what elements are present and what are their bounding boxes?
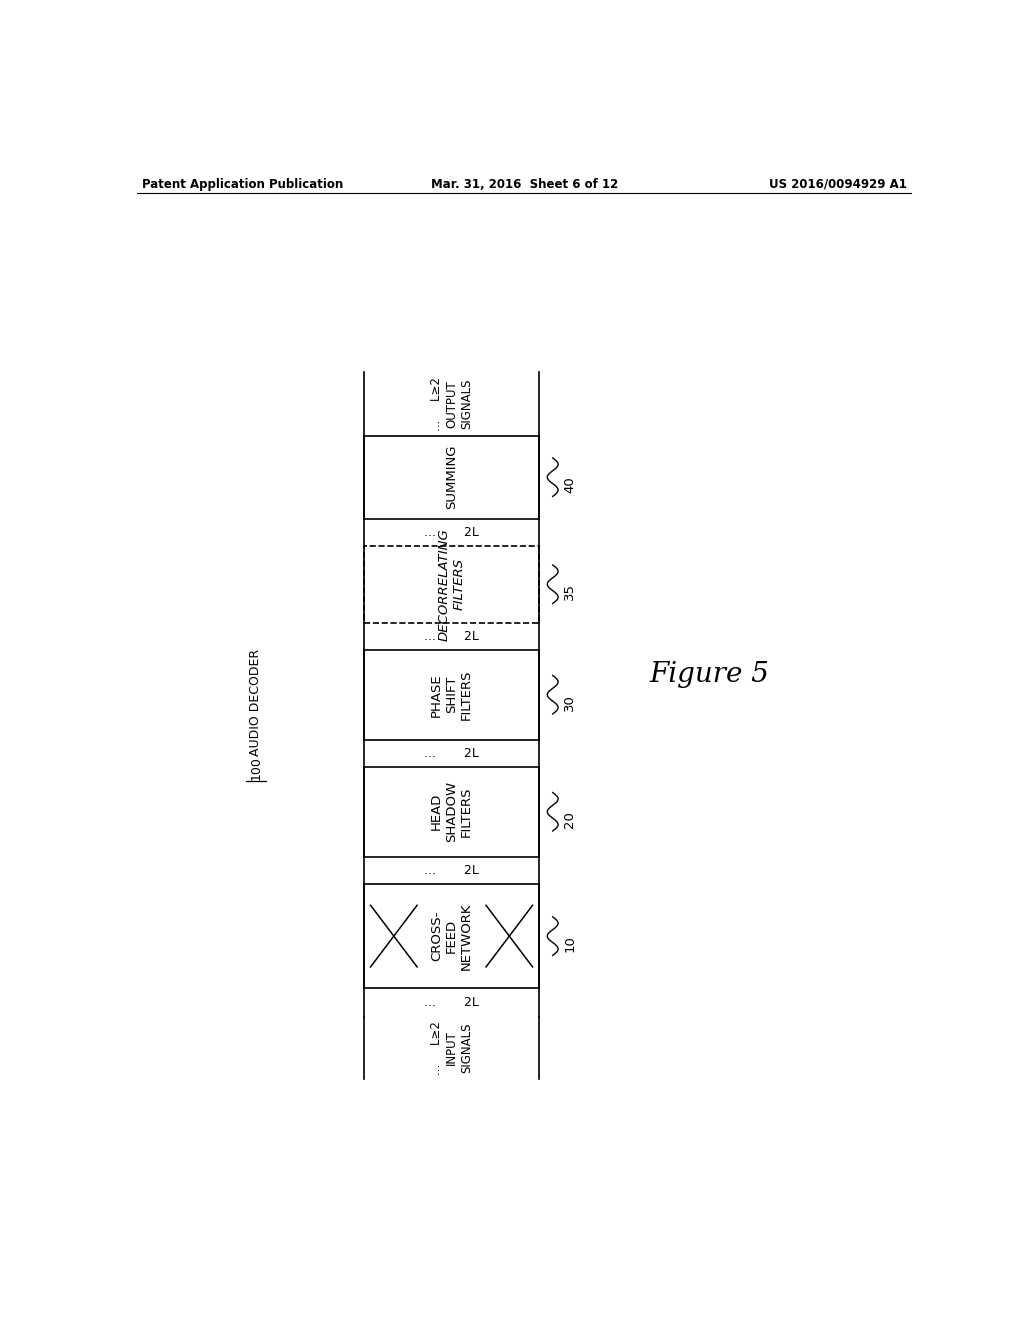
Text: ...       2L: ... 2L — [424, 525, 479, 539]
Bar — [365, 649, 539, 739]
Text: ...       2L: ... 2L — [424, 997, 479, 1010]
Text: 35: 35 — [563, 583, 577, 601]
Bar — [365, 884, 539, 989]
Text: CROSS-
FEED
NETWORK: CROSS- FEED NETWORK — [430, 903, 473, 970]
Text: 30: 30 — [563, 694, 577, 711]
Text: PHASE
SHIFT
FILTERS: PHASE SHIFT FILTERS — [430, 669, 473, 719]
Text: Figure 5: Figure 5 — [649, 661, 769, 688]
Text: ...       2L: ... 2L — [424, 747, 479, 760]
Text: DECORRELATING
FILTERS: DECORRELATING FILTERS — [437, 528, 466, 640]
Text: 10: 10 — [563, 936, 577, 952]
Text: ...     L≥2
INPUT
SIGNALS: ... L≥2 INPUT SIGNALS — [430, 1020, 473, 1074]
Text: HEAD
SHADOW
FILTERS: HEAD SHADOW FILTERS — [430, 781, 473, 842]
Text: AUDIO DECODER: AUDIO DECODER — [250, 649, 262, 756]
Text: ...       2L: ... 2L — [424, 630, 479, 643]
Bar — [365, 436, 539, 519]
Text: US 2016/0094929 A1: US 2016/0094929 A1 — [769, 178, 907, 190]
Text: 20: 20 — [563, 810, 577, 828]
Text: SUMMING: SUMMING — [445, 445, 458, 510]
Text: ...     L≥2
OUTPUT
SIGNALS: ... L≥2 OUTPUT SIGNALS — [430, 378, 473, 430]
Bar — [365, 767, 539, 857]
Bar — [365, 545, 539, 623]
Text: Mar. 31, 2016  Sheet 6 of 12: Mar. 31, 2016 Sheet 6 of 12 — [431, 178, 618, 190]
Text: Patent Application Publication: Patent Application Publication — [142, 178, 343, 190]
Text: ...       2L: ... 2L — [424, 863, 479, 876]
Text: 100: 100 — [250, 756, 262, 780]
Text: 40: 40 — [563, 477, 577, 494]
